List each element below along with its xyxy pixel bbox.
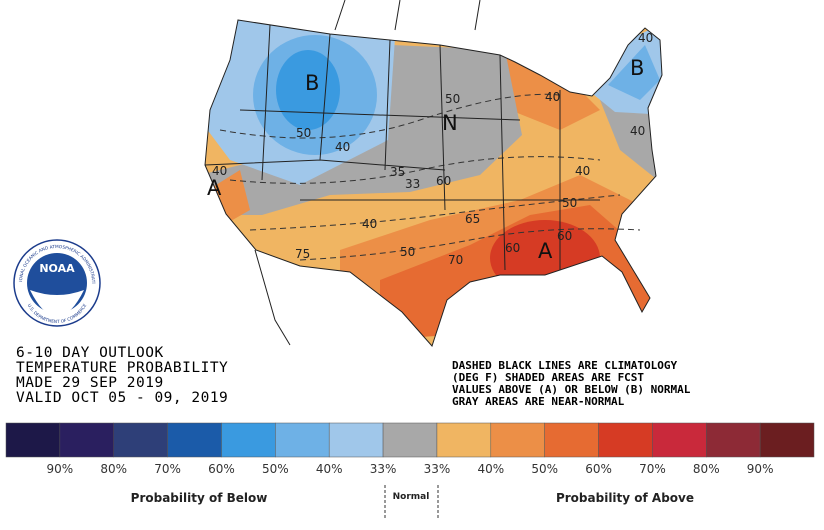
legend-swatch — [328, 422, 384, 458]
map-letter: A — [207, 176, 222, 200]
map-number: 33 — [405, 177, 420, 191]
legend-label: 60% — [585, 462, 612, 476]
map-number: 40 — [638, 31, 653, 45]
map-number: 40 — [630, 124, 645, 138]
map-number: 40 — [575, 164, 590, 178]
legend-swatch — [59, 422, 114, 458]
logo-name: NOAA — [39, 262, 75, 275]
map-number: 60 — [505, 241, 520, 255]
outlook-line: MADE 29 SEP 2019 — [16, 375, 164, 391]
legend-swatch — [113, 422, 168, 458]
legend-label: 90% — [47, 462, 74, 476]
map-number: 50 — [400, 245, 415, 259]
map-number: 50 — [445, 92, 460, 106]
map-number: 70 — [448, 253, 463, 267]
map-letter: N — [442, 111, 458, 135]
map-letter: B — [305, 71, 319, 95]
legend-swatch — [759, 422, 815, 458]
legend-swatch — [436, 422, 492, 458]
legend-swatch — [652, 422, 707, 458]
map-number: 50 — [296, 126, 311, 140]
note-line: (DEG F) SHADED AREAS ARE FCST — [452, 371, 644, 384]
map-number: 35 — [390, 165, 405, 179]
legend-swatch — [598, 422, 653, 458]
legend-swatch — [167, 422, 222, 458]
legend-swatch — [5, 422, 61, 458]
legend-above: Probability of Above — [556, 491, 694, 505]
legend-label: 40% — [316, 462, 343, 476]
legend: Probability of Below Normal Probability … — [5, 422, 815, 520]
legend-label: 50% — [262, 462, 289, 476]
legend-swatch — [544, 422, 599, 458]
legend-swatch — [490, 422, 545, 458]
legend-swatch — [382, 422, 438, 458]
map-number: 75 — [295, 247, 310, 261]
map-number: 50 — [562, 196, 577, 210]
map-number: 40 — [212, 164, 227, 178]
legend-label: 80% — [100, 462, 127, 476]
legend-label: 60% — [208, 462, 235, 476]
legend-label: 50% — [531, 462, 558, 476]
outlook-text: 6-10 DAY OUTLOOK TEMPERATURE PROBABILITY… — [16, 345, 228, 406]
outlook-line: 6-10 DAY OUTLOOK — [16, 345, 164, 361]
notes: DASHED BLACK LINES ARE CLIMATOLOGY (DEG … — [452, 359, 691, 408]
map-number: 40 — [545, 90, 560, 104]
map-letter: A — [538, 239, 553, 263]
state-borders — [204, 0, 663, 347]
legend-label: 33% — [424, 462, 451, 476]
outlook-line: VALID OCT 05 - 09, 2019 — [16, 390, 228, 406]
map-labels: B B N A A 40 50 40 35 33 60 50 40 40 40 … — [207, 31, 653, 267]
legend-swatch — [706, 422, 761, 458]
map-number: 40 — [335, 140, 350, 154]
legend-label: 33% — [370, 462, 397, 476]
note-line: DASHED BLACK LINES ARE CLIMATOLOGY — [452, 359, 678, 372]
legend-label: 70% — [154, 462, 181, 476]
noaa-logo: NOAA NATIONAL OCEANIC AND ATMOSPHERIC AD… — [0, 0, 101, 327]
map-number: 60 — [557, 229, 572, 243]
note-line: GRAY AREAS ARE NEAR-NORMAL — [452, 395, 625, 408]
map-letter: B — [630, 56, 644, 80]
legend-normal: Normal — [393, 492, 430, 502]
outlook-line: TEMPERATURE PROBABILITY — [16, 360, 228, 376]
legend-swatch — [221, 422, 276, 458]
note-line: VALUES ABOVE (A) OR BELOW (B) NORMAL — [452, 383, 691, 396]
legend-label: 90% — [747, 462, 774, 476]
map-number: 60 — [436, 174, 451, 188]
legend-label: 80% — [693, 462, 720, 476]
legend-label: 70% — [639, 462, 666, 476]
legend-swatch — [275, 422, 330, 458]
map-number: 65 — [465, 212, 480, 226]
legend-label: 40% — [477, 462, 504, 476]
legend-below: Probability of Below — [131, 491, 268, 505]
map-number: 40 — [362, 217, 377, 231]
